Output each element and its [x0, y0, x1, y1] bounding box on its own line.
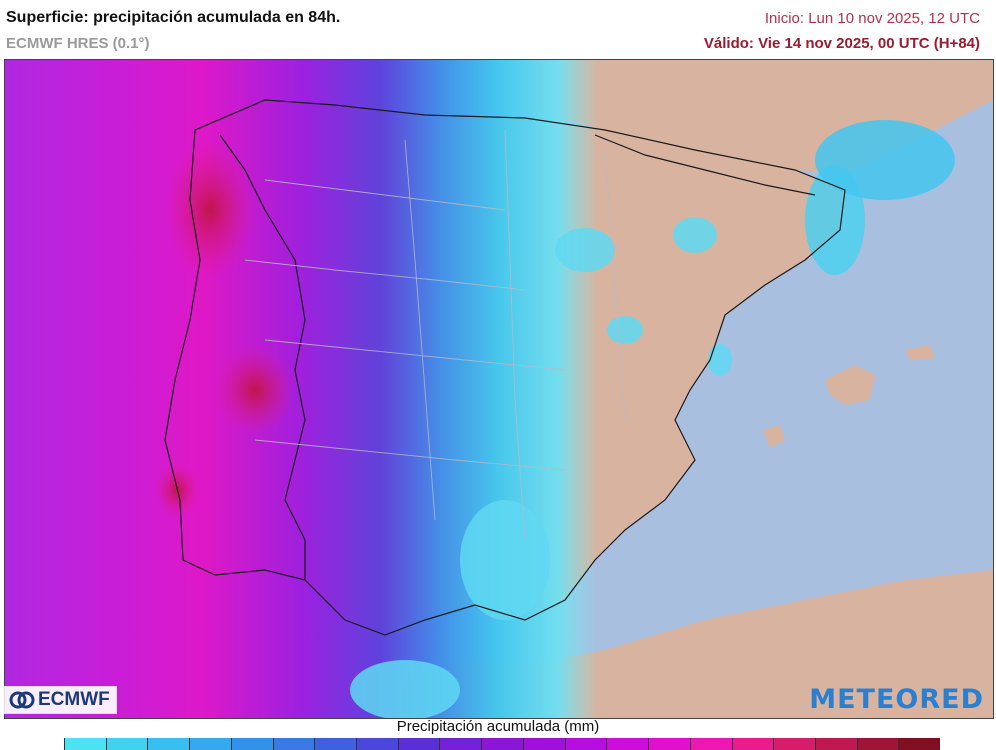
legend-swatch — [522, 738, 565, 750]
precip-patch-gulf — [815, 120, 955, 200]
legend-swatch — [439, 738, 482, 750]
valid-time: Válido: Vie 14 nov 2025, 00 UTC (H+84) — [703, 35, 980, 52]
rain-core-portugal — [215, 345, 295, 435]
init-time: Inicio: Lun 10 nov 2025, 12 UTC — [764, 10, 980, 27]
legend-swatch — [731, 738, 774, 750]
pyrenees-border — [594, 134, 816, 196]
legend-swatch — [272, 738, 315, 750]
precipitation-map[interactable] — [4, 59, 994, 719]
province-lines — [244, 129, 626, 541]
legend-swatch — [898, 738, 941, 750]
meteored-logo: METEORED — [809, 684, 984, 715]
coastline — [164, 99, 846, 636]
ecmwf-logo-icon — [9, 691, 35, 709]
legend-swatch — [230, 738, 273, 750]
ecmwf-logo-text: ECMWF — [38, 689, 110, 710]
legend-swatch — [189, 738, 231, 750]
precip-patch-ebro — [555, 228, 615, 272]
precip-patch-aragon — [607, 316, 643, 344]
legend-swatch — [648, 738, 690, 750]
ecmwf-logo: ECMWF — [4, 686, 117, 714]
legend-swatch — [689, 738, 732, 750]
legend-swatch — [397, 738, 440, 750]
legend-swatch — [105, 738, 148, 750]
precip-patch-andalucia — [460, 500, 550, 620]
legend-swatch — [606, 738, 649, 750]
precip-patch-strait — [350, 660, 460, 718]
legend-swatch — [356, 738, 398, 750]
model-label: ECMWF HRES (0.1°) — [6, 35, 150, 52]
legend-swatch — [64, 738, 106, 750]
precip-patch-valencia — [708, 344, 732, 376]
legend-swatch — [147, 738, 190, 750]
portugal-border — [219, 134, 306, 580]
legend-swatch — [856, 738, 899, 750]
rain-core-galicia — [165, 140, 255, 280]
map-title: Superficie: precipitación acumulada en 8… — [6, 9, 341, 26]
legend-title: Precipitación acumulada (mm) — [396, 718, 600, 735]
legend-swatch — [814, 738, 857, 750]
legend-swatch — [564, 738, 607, 750]
precip-patch-pyrenees — [673, 217, 717, 253]
legend-swatch — [773, 738, 815, 750]
legend-swatch — [481, 738, 523, 750]
legend-swatch — [314, 738, 357, 750]
